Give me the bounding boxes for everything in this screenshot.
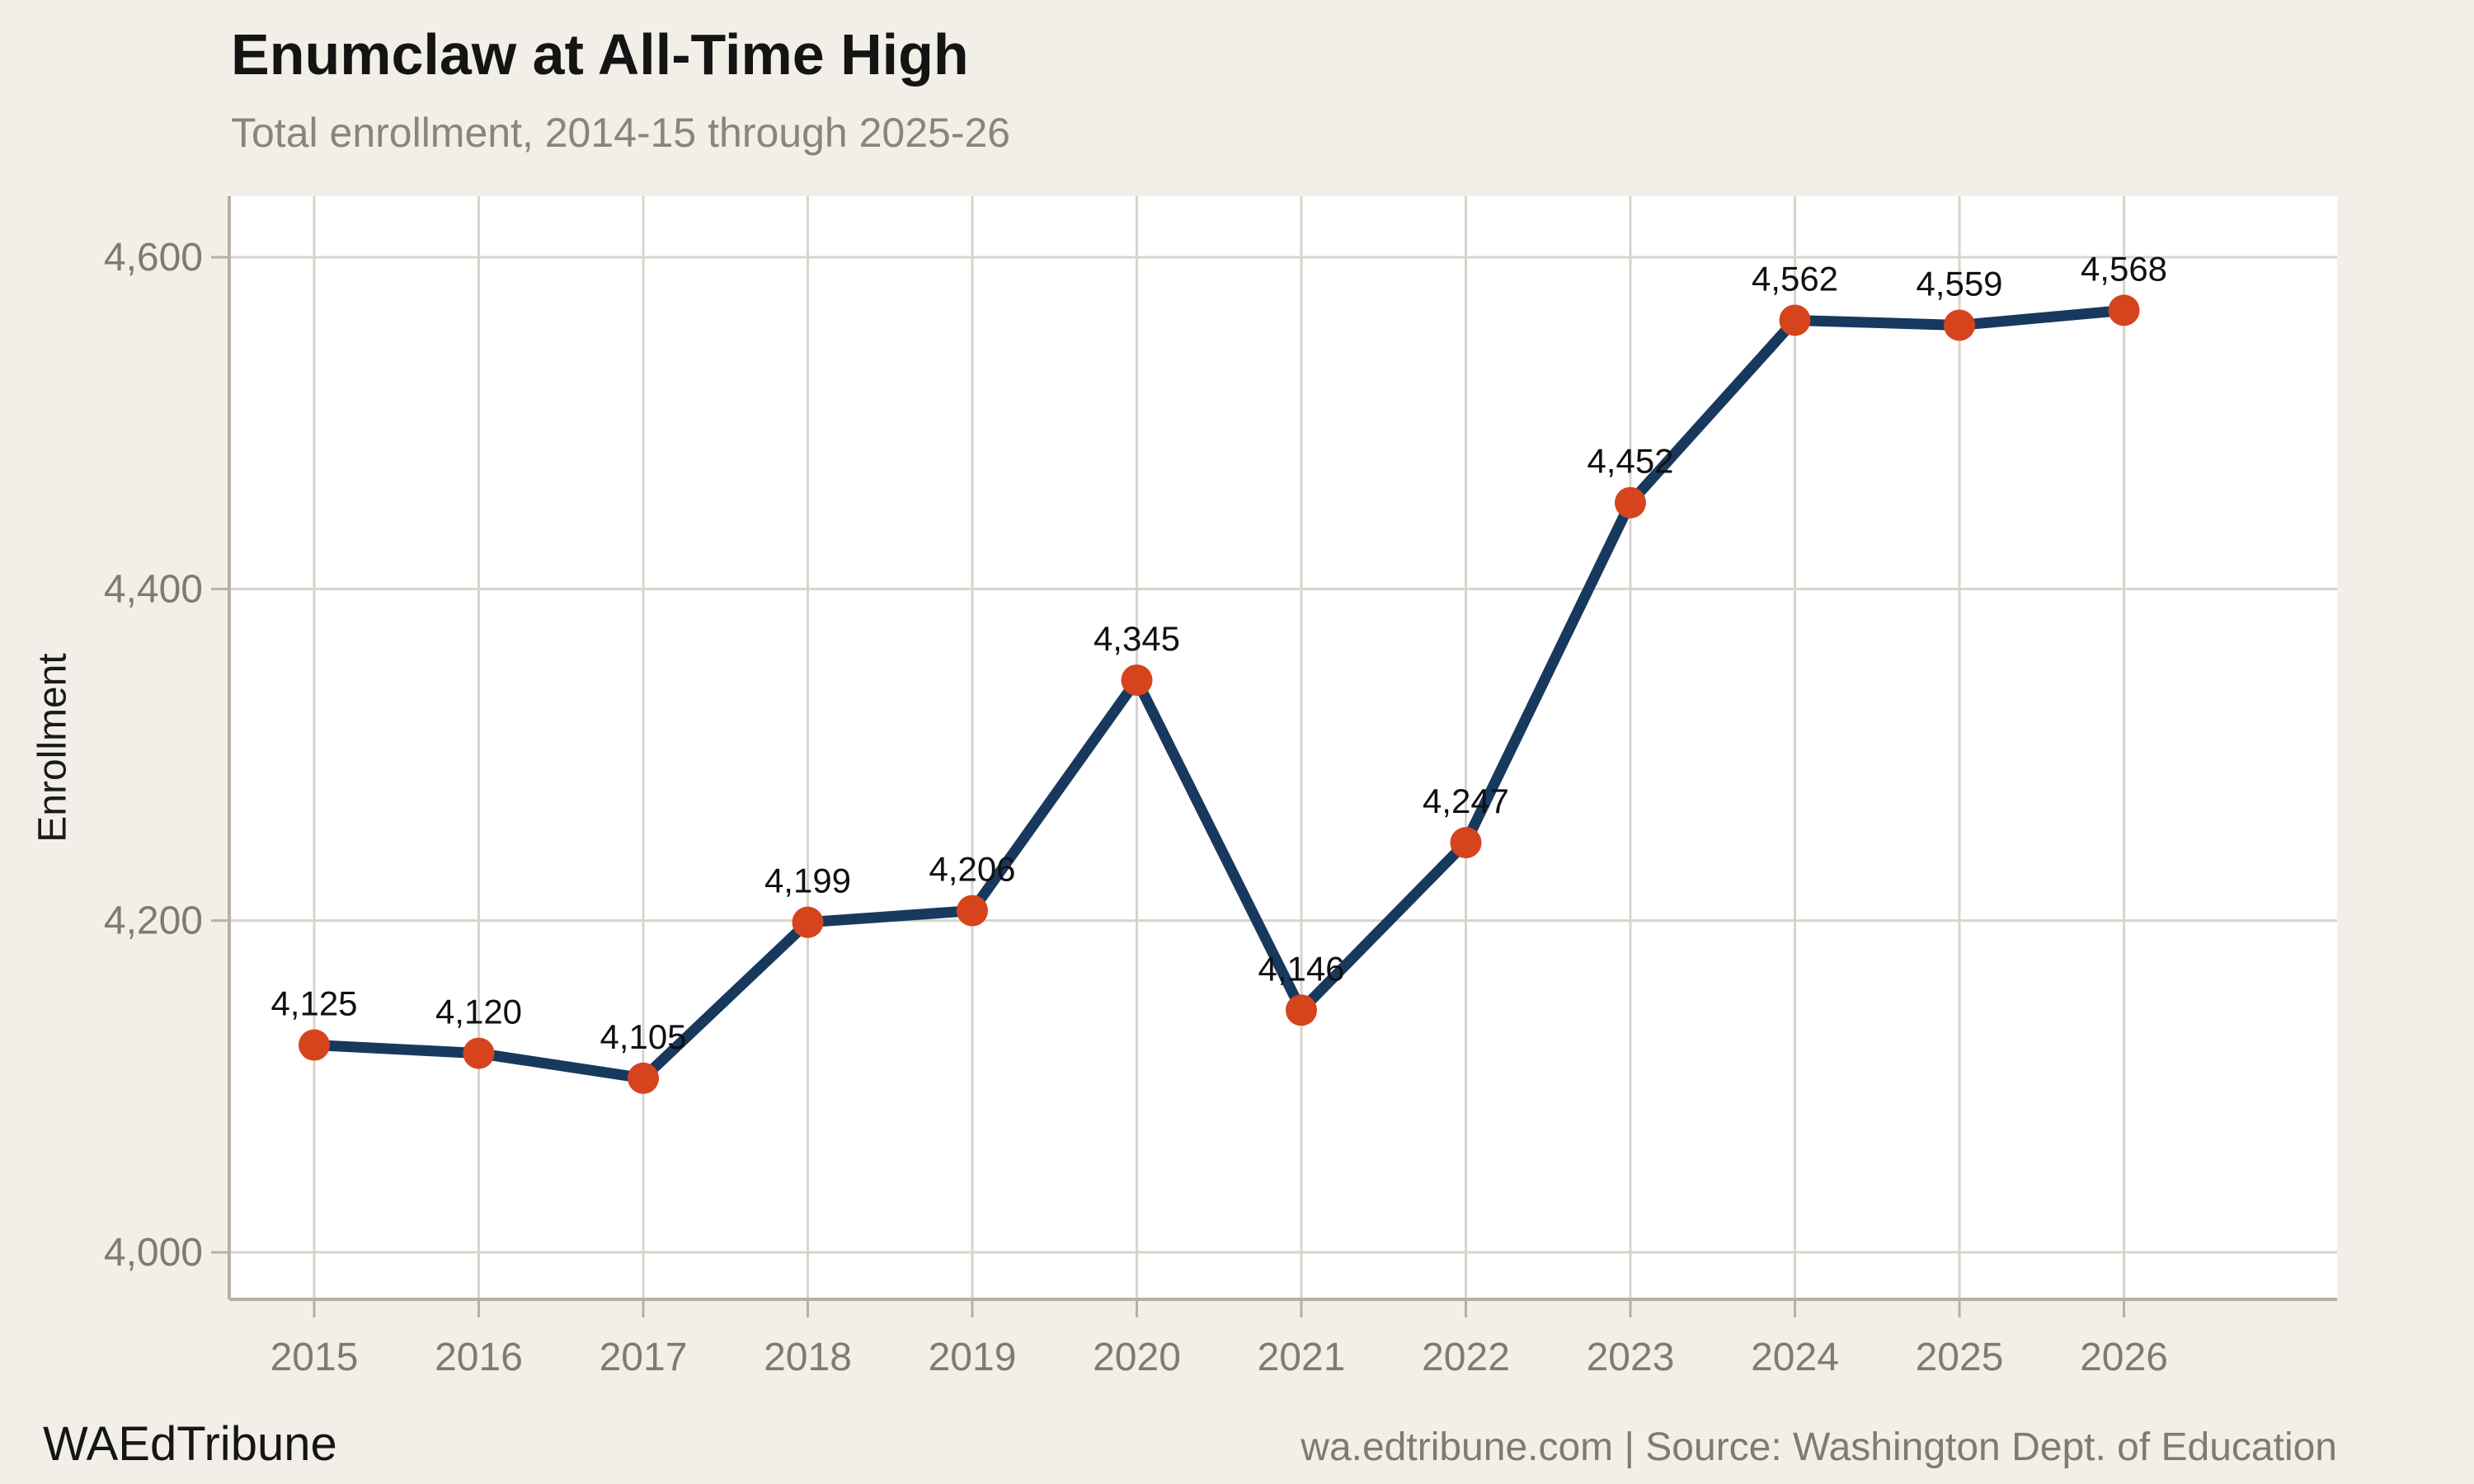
x-tick-label: 2015: [270, 1336, 359, 1379]
x-tick-label: 2017: [600, 1336, 688, 1379]
chart-title: Enumclaw at All-Time High: [231, 22, 969, 87]
data-point-label: 4,206: [929, 850, 1015, 889]
data-point-label: 4,105: [600, 1017, 686, 1056]
data-point-label: 4,559: [1916, 264, 2002, 303]
x-tick-label: 2020: [1093, 1336, 1181, 1379]
plot-area: [229, 196, 2337, 1299]
data-point-label: 4,568: [2081, 249, 2167, 288]
data-point-label: 4,345: [1094, 619, 1180, 658]
data-point-label: 4,452: [1587, 442, 1673, 481]
data-point-marker: [957, 895, 988, 927]
x-tick-label: 2019: [929, 1336, 1017, 1379]
y-tick-label: 4,000: [104, 1231, 203, 1275]
data-point-marker: [1615, 486, 1646, 519]
source-attribution: wa.edtribune.com | Source: Washington De…: [1300, 1425, 2337, 1469]
data-point-marker: [628, 1062, 659, 1094]
x-tick-label: 2026: [2080, 1336, 2168, 1379]
x-tick-label: 2022: [1422, 1336, 1510, 1379]
data-point-marker: [1779, 304, 1811, 336]
data-point-marker: [1450, 827, 1482, 859]
x-tick-label: 2018: [764, 1336, 852, 1379]
enrollment-line: [308, 304, 2129, 1084]
x-tick-label: 2021: [1258, 1336, 1346, 1379]
data-point-label: 4,146: [1258, 949, 1344, 988]
x-tick-label: 2025: [1916, 1336, 2004, 1379]
x-tick-label: 2024: [1751, 1336, 1839, 1379]
data-point-marker: [1944, 309, 1975, 341]
y-tick-label: 4,200: [104, 899, 203, 943]
publisher-brand: WAEdTribune: [43, 1417, 337, 1471]
data-point-marker: [2108, 294, 2140, 326]
data-point-label: 4,562: [1752, 259, 1838, 298]
x-tick-label: 2016: [435, 1336, 523, 1379]
data-point-label: 4,199: [764, 862, 851, 900]
x-tick-label: 2023: [1587, 1336, 1675, 1379]
chart-subtitle: Total enrollment, 2014-15 through 2025-2…: [231, 110, 1011, 156]
data-point-label: 4,120: [435, 993, 522, 1031]
y-tick-label: 4,600: [104, 236, 203, 279]
data-point-marker: [1286, 994, 1317, 1026]
data-point-label: 4,125: [270, 984, 357, 1023]
data-point-marker: [299, 1029, 330, 1061]
data-point-label: 4,247: [1423, 782, 1509, 820]
y-tick-label: 4,400: [104, 567, 203, 611]
data-point-marker: [1121, 664, 1153, 696]
data-point-marker: [792, 906, 824, 938]
data-point-marker: [463, 1037, 495, 1069]
